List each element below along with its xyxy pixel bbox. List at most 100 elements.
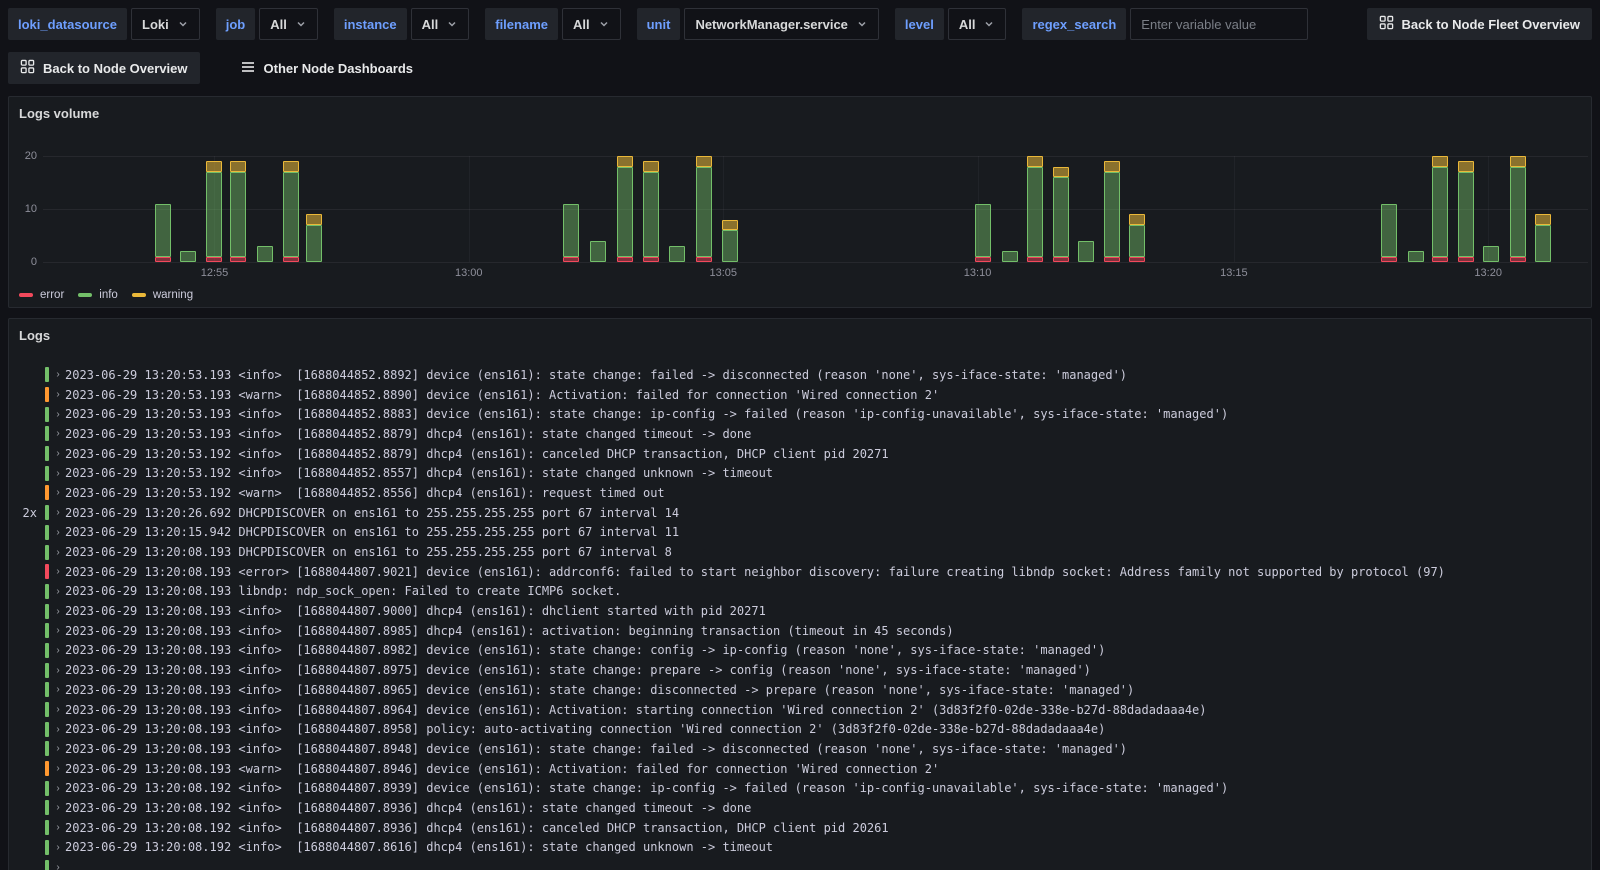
expand-chevron-icon[interactable]: › <box>56 428 60 440</box>
log-row[interactable]: › 2023-06-29 13:20:08.193 <info> [1688044… <box>9 700 1591 720</box>
expand-chevron-icon[interactable]: › <box>56 389 60 401</box>
expand-chevron-icon[interactable]: › <box>56 802 60 814</box>
log-row[interactable]: › 2023-06-29 13:20:08.193 <warn> [1688044… <box>9 759 1591 779</box>
volume-bar[interactable] <box>283 161 300 262</box>
variable-select-job[interactable]: All <box>259 8 318 40</box>
expand-chevron-icon[interactable]: › <box>56 526 60 538</box>
volume-bar[interactable] <box>230 161 247 262</box>
expand-chevron-icon[interactable]: › <box>56 782 60 794</box>
expand-chevron-icon[interactable]: › <box>56 841 60 853</box>
expand-chevron-icon[interactable]: › <box>56 723 60 735</box>
volume-bar[interactable] <box>589 240 606 262</box>
log-row[interactable]: › 2023-06-29 13:20:08.193 <info> [1688044… <box>9 621 1591 641</box>
log-row[interactable]: 2x › 2023-06-29 13:20:26.692 DHCPDISCOVER … <box>9 503 1591 523</box>
variable-select-instance[interactable]: All <box>410 8 470 40</box>
expand-chevron-icon[interactable]: › <box>56 684 60 696</box>
volume-bar[interactable] <box>1381 203 1398 262</box>
legend-item-info[interactable]: info <box>78 289 118 301</box>
log-row[interactable]: › 2023-06-29 13:20:08.193 <info> [1688044… <box>9 739 1591 759</box>
variable-select-loki_datasource[interactable]: Loki <box>131 8 200 40</box>
log-row[interactable]: › 2023-06-29 13:20:53.193 <info> [1688044… <box>9 424 1591 444</box>
volume-bar[interactable] <box>179 251 196 262</box>
expand-chevron-icon[interactable]: › <box>56 566 60 578</box>
expand-chevron-icon[interactable]: › <box>56 585 60 597</box>
expand-chevron-icon[interactable]: › <box>56 546 60 558</box>
volume-bar[interactable] <box>562 203 579 262</box>
bar-segment-error <box>1381 256 1398 262</box>
log-row[interactable]: › 2023-06-29 13:20:53.193 <info> [1688044… <box>9 404 1591 424</box>
expand-chevron-icon[interactable]: › <box>56 822 60 834</box>
volume-bar[interactable] <box>154 203 171 262</box>
expand-chevron-icon[interactable]: › <box>56 605 60 617</box>
volume-bar[interactable] <box>1432 156 1449 262</box>
log-row[interactable]: › 2023-06-29 13:20:08.193 <info> [1688044… <box>9 641 1591 661</box>
expand-chevron-icon[interactable]: › <box>56 507 60 519</box>
log-row[interactable]: › 2023-06-29 13:20:53.193 <info> [1688044… <box>9 365 1591 385</box>
back-to-node-overview-button[interactable]: Back to Node Overview <box>8 52 200 84</box>
volume-bar[interactable] <box>696 156 713 262</box>
log-line-text: 2023-06-29 13:20:08.192 <info> [16880448… <box>65 840 774 855</box>
other-node-dashboards-button[interactable]: Other Node Dashboards <box>228 52 426 84</box>
expand-chevron-icon[interactable]: › <box>56 644 60 656</box>
volume-bar[interactable] <box>306 214 323 262</box>
expand-chevron-icon[interactable]: › <box>56 743 60 755</box>
legend-item-warning[interactable]: warning <box>131 289 193 301</box>
variable-input-regex_search[interactable] <box>1130 8 1309 40</box>
bar-segment-info <box>179 251 196 262</box>
volume-bar[interactable] <box>1510 156 1527 262</box>
variable-select-filename[interactable]: All <box>561 8 621 40</box>
log-row[interactable]: › <box>9 857 1591 870</box>
volume-bar[interactable] <box>1104 161 1121 262</box>
log-row[interactable]: › 2023-06-29 13:20:53.192 <warn> [1688044… <box>9 483 1591 503</box>
expand-chevron-icon[interactable]: › <box>56 625 60 637</box>
expand-chevron-icon[interactable]: › <box>56 487 60 499</box>
volume-bar[interactable] <box>669 246 686 262</box>
expand-chevron-icon[interactable]: › <box>56 664 60 676</box>
log-row[interactable]: › 2023-06-29 13:20:08.193 libndp: ndp_soc… <box>9 582 1591 602</box>
volume-bar[interactable] <box>616 156 633 262</box>
grid-layout-icon <box>1379 15 1394 33</box>
log-level-bar-info <box>45 583 49 599</box>
log-row[interactable]: › 2023-06-29 13:20:08.193 <info> [1688044… <box>9 601 1591 621</box>
log-row[interactable]: › 2023-06-29 13:20:53.192 <info> [1688044… <box>9 444 1591 464</box>
variable-select-level[interactable]: All <box>947 8 1007 40</box>
log-row[interactable]: › 2023-06-29 13:20:53.193 <warn> [1688044… <box>9 385 1591 405</box>
volume-bar[interactable] <box>1002 251 1019 262</box>
volume-bar[interactable] <box>1535 214 1552 262</box>
log-row[interactable]: › 2023-06-29 13:20:08.193 DHCPDISCOVER on… <box>9 542 1591 562</box>
log-row[interactable]: › 2023-06-29 13:20:08.192 <info> [1688044… <box>9 778 1591 798</box>
log-row[interactable]: › 2023-06-29 13:20:08.192 <info> [1688044… <box>9 818 1591 838</box>
volume-bar[interactable] <box>1053 166 1070 262</box>
volume-bar[interactable] <box>722 219 739 262</box>
volume-bar[interactable] <box>1458 161 1475 262</box>
log-row[interactable]: › 2023-06-29 13:20:08.193 <info> [1688044… <box>9 680 1591 700</box>
variable-select-unit[interactable]: NetworkManager.service <box>684 8 879 40</box>
expand-chevron-icon[interactable]: › <box>56 704 60 716</box>
log-row[interactable]: › 2023-06-29 13:20:08.193 <error> [168804… <box>9 562 1591 582</box>
volume-bar[interactable] <box>205 161 222 262</box>
log-row[interactable]: › 2023-06-29 13:20:53.192 <info> [1688044… <box>9 463 1591 483</box>
expand-chevron-icon[interactable]: › <box>56 467 60 479</box>
expand-chevron-icon[interactable]: › <box>56 763 60 775</box>
volume-bar[interactable] <box>1078 240 1095 262</box>
expand-chevron-icon[interactable]: › <box>56 369 60 381</box>
volume-bar[interactable] <box>257 246 274 262</box>
log-row[interactable]: › 2023-06-29 13:20:08.192 <info> [1688044… <box>9 798 1591 818</box>
volume-bar[interactable] <box>1483 246 1500 262</box>
volume-bar[interactable] <box>1408 251 1425 262</box>
expand-chevron-icon[interactable]: › <box>56 861 60 870</box>
volume-bar[interactable] <box>1027 156 1044 262</box>
log-row[interactable]: › 2023-06-29 13:20:15.942 DHCPDISCOVER on… <box>9 523 1591 543</box>
log-row[interactable]: › 2023-06-29 13:20:08.192 <info> [1688044… <box>9 838 1591 858</box>
log-row[interactable]: › 2023-06-29 13:20:08.193 <info> [1688044… <box>9 660 1591 680</box>
expand-chevron-icon[interactable]: › <box>56 408 60 420</box>
volume-bar[interactable] <box>974 203 991 262</box>
back-to-node-fleet-overview-button[interactable]: Back to Node Fleet Overview <box>1366 8 1592 40</box>
volume-bar[interactable] <box>1129 214 1146 262</box>
expand-chevron-icon[interactable]: › <box>56 448 60 460</box>
volume-bar[interactable] <box>643 161 660 262</box>
log-row[interactable]: › 2023-06-29 13:20:08.193 <info> [1688044… <box>9 719 1591 739</box>
bar-segment-warning <box>1104 161 1121 172</box>
legend-item-error[interactable]: error <box>19 289 64 301</box>
bar-segment-info <box>1078 240 1095 262</box>
